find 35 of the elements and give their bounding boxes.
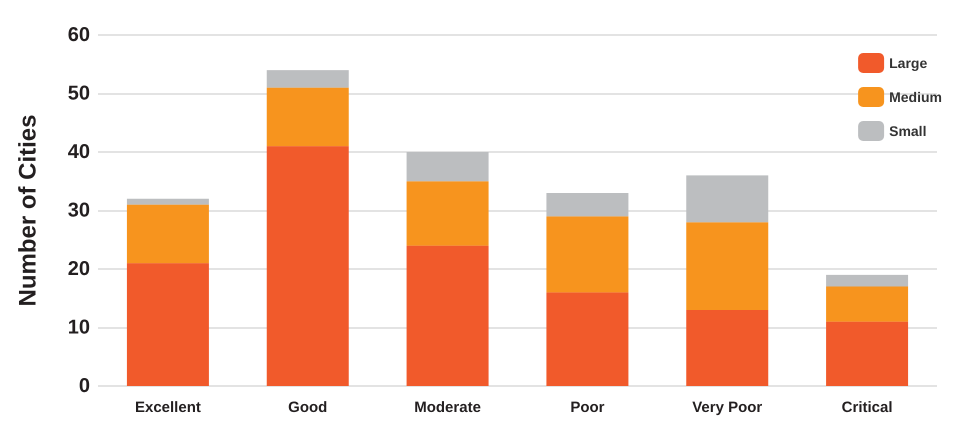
x-tick-label: Moderate [414, 399, 481, 416]
bar [406, 152, 489, 182]
x-tick-label: Very Poor [692, 399, 762, 416]
bar [406, 246, 489, 386]
bar [546, 216, 628, 292]
legend-label: Large [889, 55, 928, 71]
bar [826, 274, 908, 287]
y-tick-label: 30 [68, 200, 90, 222]
bar [126, 204, 209, 264]
bar [826, 286, 908, 322]
legend-label: Small [889, 123, 926, 139]
bar [266, 88, 349, 146]
bar [686, 310, 768, 386]
y-tick-label: 10 [68, 316, 90, 338]
y-tick-label: 0 [78, 375, 90, 397]
bar [406, 181, 489, 246]
bar [686, 175, 768, 222]
bar [546, 292, 628, 386]
bar [826, 322, 908, 386]
y-tick-label: 40 [68, 141, 90, 163]
bar [546, 192, 628, 216]
y-tick-label: 20 [68, 258, 90, 280]
bar [686, 222, 768, 310]
bar [266, 146, 349, 386]
y-tick-label: 50 [68, 82, 90, 104]
x-tick-label: Poor [570, 399, 605, 416]
y-tick-label: 60 [68, 24, 90, 46]
x-tick-label: Excellent [134, 399, 201, 416]
x-tick-label: Critical [842, 399, 893, 416]
y-axis-title: Number of Cities [14, 114, 42, 307]
legend-label: Medium [889, 89, 942, 105]
bar [126, 198, 209, 205]
x-tick-label: Good [288, 399, 328, 416]
bar [266, 70, 349, 88]
bar [126, 263, 209, 386]
